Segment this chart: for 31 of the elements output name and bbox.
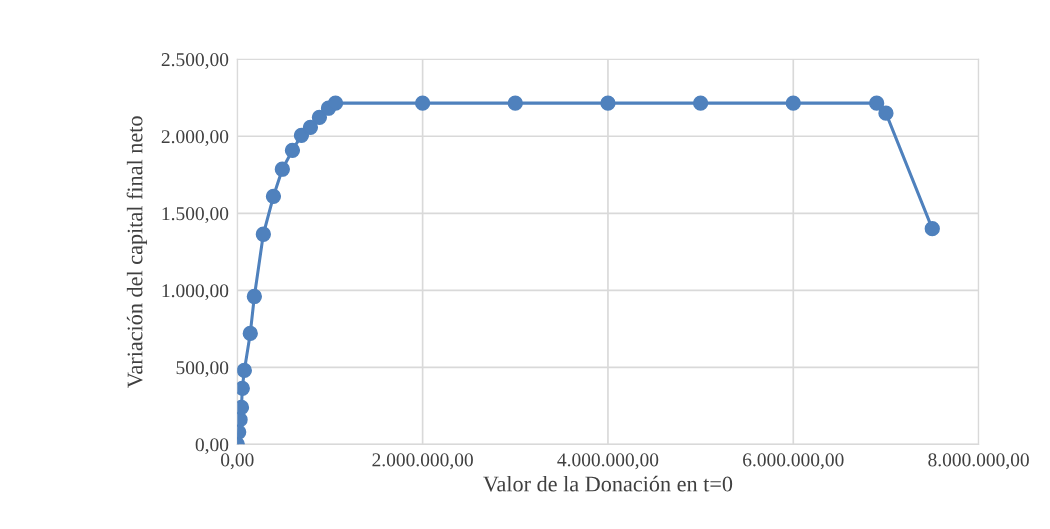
point <box>869 95 885 111</box>
point <box>242 325 258 342</box>
point <box>311 109 328 125</box>
x-tick-label: 4.000.000,00 <box>557 453 659 470</box>
x-tick-label: 8.000.000,00 <box>928 453 1029 470</box>
y-tick-label: 2.500,00 <box>161 53 229 69</box>
point <box>414 95 431 111</box>
y-axis-title: Variación del capital final neto <box>126 116 148 388</box>
y-tick-label: 1.000,00 <box>162 284 229 301</box>
point <box>327 95 344 111</box>
y-tick-label: 500,00 <box>176 361 229 378</box>
point <box>507 95 523 111</box>
point <box>878 105 894 121</box>
y-tick-label: 1.500,00 <box>162 207 229 224</box>
point <box>302 119 319 135</box>
point <box>284 142 301 158</box>
y-tick-label: 2.000,00 <box>161 130 229 147</box>
x-tick-label: 0,00 <box>221 453 254 470</box>
point <box>785 95 801 111</box>
point <box>246 288 262 305</box>
point <box>265 188 282 204</box>
point <box>692 95 709 111</box>
point <box>237 362 252 379</box>
point <box>274 161 290 177</box>
point <box>255 226 271 242</box>
x-axis-title: Valor de la Donación en t=0 <box>483 475 733 492</box>
y-tick-label: 0,00 <box>195 438 229 455</box>
x-tick-label: 2.000.000,00 <box>372 453 473 470</box>
x-tick-label: 6.000.000,00 <box>743 453 844 470</box>
point <box>600 95 616 111</box>
point <box>924 221 940 237</box>
